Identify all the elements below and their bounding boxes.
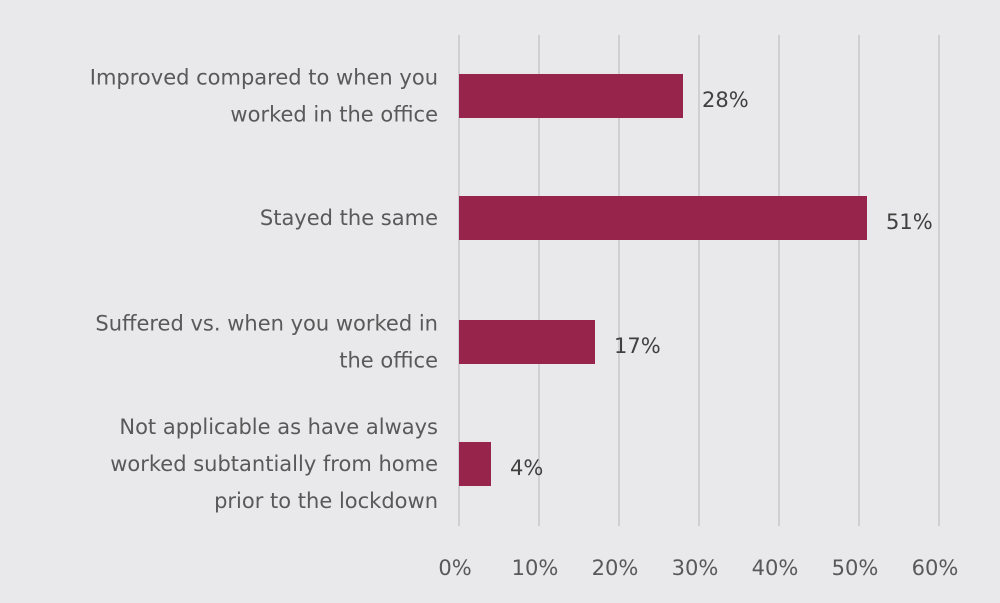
x-tick-label-5: 50%	[832, 556, 879, 580]
bars	[459, 74, 867, 486]
data-label-0: 28%	[702, 88, 749, 112]
bar-0	[459, 74, 683, 118]
category-label-2-line-1: the office	[339, 349, 438, 373]
category-label-0-line-0: Improved compared to when you	[90, 66, 438, 90]
data-label-2: 17%	[614, 334, 661, 358]
category-labels: Improved compared to when you worked in t…	[90, 66, 438, 514]
x-tick-label-6: 60%	[912, 556, 959, 580]
category-label-3-line-1: worked subtantially from home	[110, 452, 438, 476]
category-label-0-line-1: worked in the office	[230, 103, 438, 127]
x-tick-label-3: 30%	[672, 556, 719, 580]
x-tick-label-1: 10%	[512, 556, 559, 580]
category-label-2-line-0: Suffered vs. when you worked in	[95, 312, 438, 336]
x-axis-tick-labels: 0% 10% 20% 30% 40% 50% 60%	[438, 556, 958, 580]
x-tick-label-2: 20%	[592, 556, 639, 580]
x-tick-label-0: 0%	[438, 556, 471, 580]
x-tick-label-4: 40%	[752, 556, 799, 580]
category-label-3-line-0: Not applicable as have always	[119, 415, 438, 439]
data-labels: 28% 51% 17% 4%	[510, 88, 933, 480]
bar-3	[459, 442, 491, 486]
data-label-1: 51%	[886, 210, 933, 234]
data-label-3: 4%	[510, 456, 543, 480]
category-label-3-line-2: prior to the lockdown	[214, 489, 438, 513]
bar-2	[459, 320, 595, 364]
category-label-1-line-0: Stayed the same	[260, 206, 438, 230]
bar-1	[459, 196, 867, 240]
